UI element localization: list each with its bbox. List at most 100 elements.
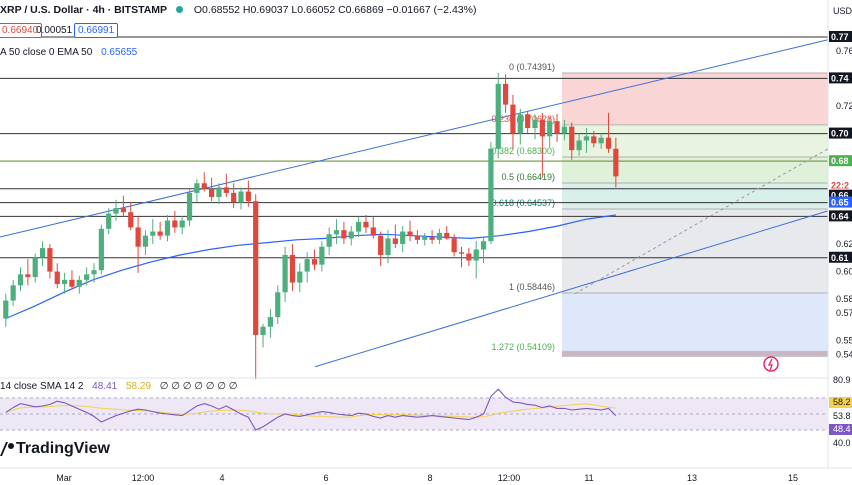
candle-body[interactable] [289,255,296,283]
candle-body[interactable] [25,274,31,278]
channel-lower-line[interactable] [314,210,829,368]
candle-body[interactable] [333,230,340,235]
candle-body[interactable] [62,279,68,284]
candle-body[interactable] [569,126,575,151]
candle-body[interactable] [378,235,384,256]
candle-body[interactable] [598,137,604,144]
candle-body[interactable] [120,208,126,213]
candle-body[interactable] [260,326,266,336]
rsi-line[interactable] [5,388,617,431]
ask-price-badge[interactable]: 0.66991 [74,23,119,38]
rsi-sma-line[interactable] [5,403,616,418]
price-axis-tag[interactable] [829,31,852,43]
candle-body[interactable] [39,248,46,258]
candle-body[interactable] [385,238,391,256]
price-axis-tag[interactable] [829,210,852,222]
candle-body[interactable] [319,246,325,265]
ema-legend[interactable]: A 50 close 0 EMA 50 0.65655 [0,47,143,58]
candle-body[interactable] [201,183,207,189]
candle-body[interactable] [495,83,501,149]
candle-body[interactable] [91,270,97,275]
price-axis-tag[interactable] [829,155,852,167]
candle-body[interactable] [444,232,450,239]
candle-body[interactable] [547,121,553,137]
candle-body[interactable] [341,230,347,239]
candle-body[interactable] [429,237,435,240]
candle-body[interactable] [348,231,354,239]
candle-body[interactable] [304,259,310,272]
candle-body[interactable] [10,285,16,301]
price-axis-tag[interactable] [829,179,852,191]
ema50-line[interactable] [5,214,616,320]
candle-body[interactable] [17,274,24,286]
rsi-legend[interactable]: 14 close SMA 14 2 48.41 58.29 ∅ ∅ ∅ ∅ ∅ … [0,381,243,392]
candle-body[interactable] [422,237,428,240]
price-axis-tag[interactable] [829,196,852,208]
candle-body[interactable] [128,212,134,228]
candle-body[interactable] [106,213,112,229]
candle-body[interactable] [370,227,376,236]
candle-body[interactable] [231,192,237,203]
candle-body[interactable] [356,221,362,232]
candle-body[interactable] [466,253,472,261]
candle-body[interactable] [186,192,193,221]
candle-body[interactable] [488,148,494,242]
candle-body[interactable] [98,228,104,271]
candle-body[interactable] [517,114,523,134]
candle-body[interactable] [157,231,163,236]
candle-body[interactable] [282,255,288,293]
candle-body[interactable] [142,235,149,247]
candle-body[interactable] [267,317,273,327]
candle-body[interactable] [407,231,413,236]
candle-body[interactable] [525,114,531,129]
rsi-axis-tag[interactable] [829,397,852,408]
candle-body[interactable] [451,238,457,253]
candle-body[interactable] [583,136,590,141]
candle-body[interactable] [47,248,53,272]
candle-body[interactable] [275,292,281,318]
candle-body[interactable] [297,271,303,283]
candle-body[interactable] [164,220,171,236]
candle-body[interactable] [458,252,465,254]
candle-body[interactable] [135,227,141,247]
rsi-axis-tag[interactable] [829,424,852,435]
candle-body[interactable] [209,188,215,198]
candle-body[interactable] [113,208,119,214]
candle-body[interactable] [554,121,560,134]
candle-body[interactable] [54,271,60,284]
candle-body[interactable] [436,232,443,240]
candle-body[interactable] [172,220,178,228]
candle-body[interactable] [326,234,332,247]
candle-body[interactable] [414,235,420,240]
candle-body[interactable] [363,221,369,228]
price-axis-tag[interactable] [829,189,852,201]
candle-body[interactable] [238,191,244,203]
candle-body[interactable] [69,279,75,287]
candle-body[interactable] [503,83,509,105]
bid-price-badge[interactable]: 0.66940 [0,23,43,38]
candle-body[interactable] [539,119,545,137]
price-axis-tag[interactable] [829,251,852,263]
candle-body[interactable] [392,238,398,244]
candle-body[interactable] [591,136,597,144]
candle-body[interactable] [480,241,487,250]
candle-body[interactable] [510,104,516,134]
symbol-title[interactable]: XRP / U.S. Dollar · 4h · BITSTAMP [0,4,168,16]
candle-body[interactable] [150,231,156,236]
tradingview-logo[interactable]: TradingView [0,440,110,458]
alert-icon[interactable] [763,356,779,372]
candle-body[interactable] [473,249,479,261]
candle-body[interactable] [179,220,185,228]
candle-body[interactable] [613,148,619,177]
channel-upper-line[interactable] [0,39,829,238]
candle-body[interactable] [32,257,38,278]
candle-body[interactable] [605,137,612,149]
candle-body[interactable] [3,300,9,319]
candle-body[interactable] [194,183,200,193]
currency-label[interactable]: USD [833,6,852,16]
candle-body[interactable] [223,187,229,193]
candle-body[interactable] [84,274,90,280]
candle-body[interactable] [216,187,222,198]
projection-dashed-line[interactable] [574,148,829,295]
